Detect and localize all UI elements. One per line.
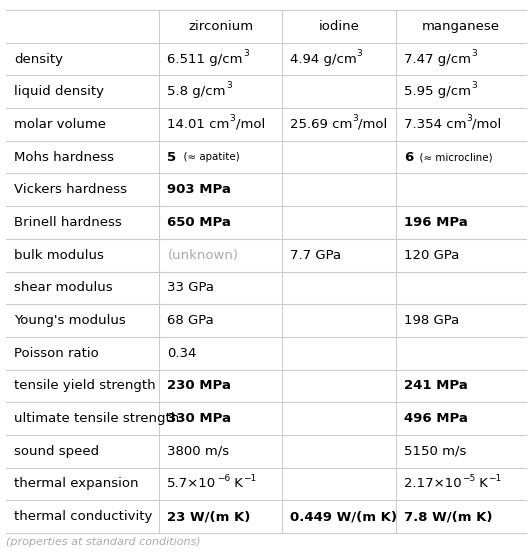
- Text: 650 MPa: 650 MPa: [168, 216, 231, 229]
- Text: 3: 3: [471, 82, 477, 91]
- Text: 7.8 W/(m K): 7.8 W/(m K): [404, 510, 493, 523]
- Text: Vickers hardness: Vickers hardness: [14, 183, 127, 196]
- Text: 14.01 cm: 14.01 cm: [168, 118, 230, 131]
- Text: 198 GPa: 198 GPa: [404, 314, 459, 327]
- Text: 6: 6: [404, 150, 413, 164]
- Text: 5.8 g/cm: 5.8 g/cm: [168, 85, 226, 98]
- Text: −1: −1: [243, 473, 256, 482]
- Text: 5.95 g/cm: 5.95 g/cm: [404, 85, 471, 98]
- Text: 496 MPa: 496 MPa: [404, 412, 468, 425]
- Text: 0.34: 0.34: [168, 347, 197, 360]
- Text: 230 MPa: 230 MPa: [168, 380, 231, 392]
- Text: 3: 3: [226, 82, 231, 91]
- Text: 2.17×10: 2.17×10: [404, 477, 462, 490]
- Text: /mol: /mol: [358, 118, 387, 131]
- Text: 3: 3: [356, 49, 362, 58]
- Text: 3: 3: [243, 49, 248, 58]
- Text: 3800 m/s: 3800 m/s: [168, 445, 229, 458]
- Text: 7.47 g/cm: 7.47 g/cm: [404, 53, 471, 65]
- Text: −6: −6: [217, 473, 230, 482]
- Text: 5.7×10: 5.7×10: [168, 477, 217, 490]
- Text: −5: −5: [462, 473, 475, 482]
- Text: 23 W/(m K): 23 W/(m K): [168, 510, 251, 523]
- Text: density: density: [14, 53, 63, 65]
- Text: 4.94 g/cm: 4.94 g/cm: [289, 53, 356, 65]
- Text: 0.449 W/(m K): 0.449 W/(m K): [289, 510, 396, 523]
- Text: Poisson ratio: Poisson ratio: [14, 347, 99, 360]
- Text: −1: −1: [488, 473, 501, 482]
- Text: 25.69 cm: 25.69 cm: [289, 118, 352, 131]
- Text: zirconium: zirconium: [188, 20, 253, 33]
- Text: 330 MPa: 330 MPa: [168, 412, 231, 425]
- Text: (≈ apatite): (≈ apatite): [177, 152, 239, 162]
- Text: 7.7 GPa: 7.7 GPa: [289, 249, 340, 262]
- Text: /mol: /mol: [472, 118, 502, 131]
- Text: 5150 m/s: 5150 m/s: [404, 445, 467, 458]
- Text: Brinell hardness: Brinell hardness: [14, 216, 122, 229]
- Text: sound speed: sound speed: [14, 445, 99, 458]
- Text: thermal conductivity: thermal conductivity: [14, 510, 152, 523]
- Text: iodine: iodine: [318, 20, 359, 33]
- Text: liquid density: liquid density: [14, 85, 104, 98]
- Text: thermal expansion: thermal expansion: [14, 477, 138, 490]
- Text: ultimate tensile strength: ultimate tensile strength: [14, 412, 179, 425]
- Text: 3: 3: [352, 114, 358, 123]
- Text: 3: 3: [467, 114, 472, 123]
- Text: (unknown): (unknown): [168, 249, 238, 262]
- Text: 6.511 g/cm: 6.511 g/cm: [168, 53, 243, 65]
- Text: K: K: [475, 477, 488, 490]
- Text: 33 GPa: 33 GPa: [168, 281, 214, 295]
- Text: 241 MPa: 241 MPa: [404, 380, 468, 392]
- Text: Young's modulus: Young's modulus: [14, 314, 126, 327]
- Text: 3: 3: [471, 49, 477, 58]
- Text: 196 MPa: 196 MPa: [404, 216, 468, 229]
- Text: (≈ microcline): (≈ microcline): [413, 152, 493, 162]
- Text: (properties at standard conditions): (properties at standard conditions): [6, 537, 201, 547]
- Text: K: K: [230, 477, 243, 490]
- Text: 68 GPa: 68 GPa: [168, 314, 214, 327]
- Text: Mohs hardness: Mohs hardness: [14, 150, 114, 164]
- Text: shear modulus: shear modulus: [14, 281, 113, 295]
- Text: bulk modulus: bulk modulus: [14, 249, 104, 262]
- Text: manganese: manganese: [422, 20, 500, 33]
- Text: 903 MPa: 903 MPa: [168, 183, 231, 196]
- Text: 120 GPa: 120 GPa: [404, 249, 459, 262]
- Text: 5: 5: [168, 150, 177, 164]
- Text: 7.354 cm: 7.354 cm: [404, 118, 467, 131]
- Text: tensile yield strength: tensile yield strength: [14, 380, 156, 392]
- Text: molar volume: molar volume: [14, 118, 106, 131]
- Text: /mol: /mol: [236, 118, 265, 131]
- Text: 3: 3: [230, 114, 236, 123]
